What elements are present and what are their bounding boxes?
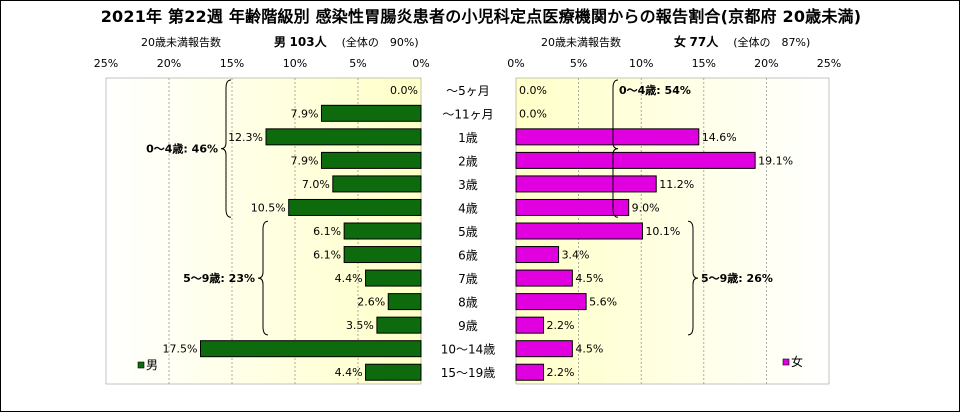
male-bar	[320, 151, 422, 169]
female-bar	[515, 198, 630, 216]
male-bar	[332, 175, 422, 193]
male-caption-share: (全体の 90%)	[341, 36, 419, 49]
female-caption-share: (全体の 87%)	[733, 36, 811, 49]
female-caption-sex: 女	[674, 35, 687, 49]
male-caption-sex: 男	[274, 35, 287, 49]
age-category-label: 1歳	[458, 131, 478, 145]
age-category-label: 8歳	[458, 296, 478, 310]
male-bar	[200, 340, 422, 358]
female-data-label: 10.1%	[645, 225, 680, 238]
male-brace-label: 5～9歳: 23%	[183, 271, 255, 285]
female-bar	[515, 316, 545, 334]
male-brace-label: 0～4歳: 46%	[146, 142, 218, 156]
male-tick-label: 15%	[220, 57, 244, 70]
age-category-label: 6歳	[458, 249, 478, 263]
female-tick-label: 15%	[692, 57, 716, 70]
male-bar	[343, 246, 422, 264]
age-category-label: 4歳	[458, 201, 478, 215]
female-data-label: 3.4%	[562, 249, 590, 262]
female-data-label: 19.1%	[758, 154, 793, 167]
male-caption-label: 20歳未満報告数	[141, 36, 221, 49]
male-tick-label: 20%	[157, 57, 181, 70]
female-bar	[515, 340, 573, 358]
female-data-label: 0.0%	[519, 84, 547, 97]
age-category-label: 2歳	[458, 154, 478, 168]
male-data-label: 6.1%	[313, 225, 341, 238]
male-tick-label: 10%	[283, 57, 307, 70]
female-data-label: 0.0%	[519, 107, 547, 120]
age-category-label: 7歳	[458, 272, 478, 286]
male-caption-count: 103人	[289, 35, 327, 49]
male-data-label: 0.0%	[390, 84, 418, 97]
male-bar	[365, 363, 422, 381]
male-tick-label: 25%	[94, 57, 118, 70]
female-caption-label: 20歳未満報告数	[541, 36, 621, 49]
female-tick-label: 25%	[817, 57, 841, 70]
female-data-label: 2.2%	[547, 319, 575, 332]
female-tick-label: 20%	[754, 57, 778, 70]
age-category-label: 5歳	[458, 225, 478, 239]
male-data-label: 4.4%	[335, 366, 363, 379]
female-brace	[612, 79, 619, 218]
male-bar	[265, 128, 422, 146]
female-data-label: 4.5%	[575, 272, 603, 285]
male-data-label: 17.5%	[163, 343, 198, 356]
female-caption-count: 77人	[689, 35, 719, 49]
female-data-label: 11.2%	[659, 178, 694, 191]
female-tick-label: 5%	[570, 57, 587, 70]
female-bar	[515, 363, 545, 381]
male-caption: 20歳未満報告数 男 103人 (全体の 90%)	[141, 33, 419, 50]
age-category-label: ～5ヶ月	[446, 84, 490, 98]
female-bar	[515, 175, 657, 193]
male-tick-label: 0%	[412, 57, 429, 70]
female-brace-label: 0～4歳: 54%	[619, 83, 691, 97]
female-data-label: 2.2%	[547, 366, 575, 379]
male-bar	[320, 104, 422, 122]
female-tick-label: 10%	[629, 57, 653, 70]
female-legend-swatch	[782, 358, 790, 366]
age-category-label: 9歳	[458, 319, 478, 333]
female-data-label: 4.5%	[575, 343, 603, 356]
male-data-label: 3.5%	[346, 319, 374, 332]
male-data-label: 7.9%	[291, 154, 319, 167]
female-bar	[515, 293, 587, 311]
male-bar	[288, 198, 422, 216]
male-tick-label: 5%	[349, 57, 366, 70]
age-category-label: ～11ヶ月	[442, 107, 493, 121]
female-bar	[515, 151, 756, 169]
male-data-label: 10.5%	[251, 201, 286, 214]
female-brace-label: 5～9歳: 26%	[701, 271, 773, 285]
male-bar	[376, 316, 422, 334]
male-data-label: 2.6%	[357, 296, 385, 309]
female-bar	[515, 246, 560, 264]
male-legend-label: 男	[146, 358, 158, 372]
chart-title: 2021年 第22週 年齢階級別 感染性胃腸炎患者の小児科定点医療機関からの報告…	[100, 7, 862, 26]
male-data-label: 6.1%	[313, 249, 341, 262]
age-category-label: 10～14歳	[441, 343, 496, 357]
female-legend-label: 女	[791, 354, 803, 369]
male-brace	[257, 220, 269, 336]
age-category-label: 3歳	[458, 178, 478, 192]
female-tick-label: 0%	[507, 57, 524, 70]
female-brace	[687, 220, 699, 336]
male-data-label: 7.0%	[302, 178, 330, 191]
female-bar	[515, 269, 573, 287]
female-data-label: 9.0%	[632, 201, 660, 214]
male-brace	[220, 79, 232, 218]
female-data-label: 5.6%	[589, 296, 617, 309]
male-bar	[343, 222, 422, 240]
male-data-label: 12.3%	[228, 131, 263, 144]
male-bar	[365, 269, 422, 287]
female-data-label: 14.6%	[702, 131, 737, 144]
female-bar	[515, 128, 700, 146]
female-bar	[515, 222, 643, 240]
male-bar	[387, 293, 422, 311]
male-data-label: 4.4%	[335, 272, 363, 285]
male-data-label: 7.9%	[291, 107, 319, 120]
female-caption: 20歳未満報告数 女 77人 (全体の 87%)	[541, 33, 810, 50]
age-category-label: 15～19歳	[441, 366, 496, 380]
male-legend-swatch	[137, 361, 145, 369]
